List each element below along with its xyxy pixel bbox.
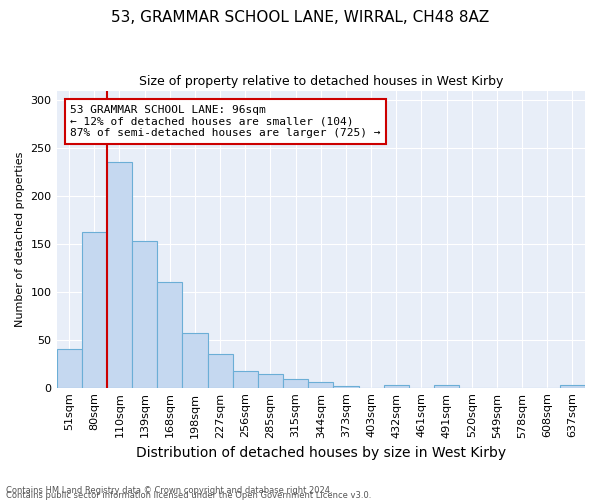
Bar <box>383 385 409 388</box>
Bar <box>107 162 132 388</box>
Bar <box>56 350 82 388</box>
Bar <box>182 333 208 388</box>
Text: 53, GRAMMAR SCHOOL LANE, WIRRAL, CH48 8AZ: 53, GRAMMAR SCHOOL LANE, WIRRAL, CH48 8A… <box>111 10 489 25</box>
Bar <box>434 385 459 388</box>
Bar <box>283 379 308 388</box>
Bar <box>308 382 334 388</box>
X-axis label: Distribution of detached houses by size in West Kirby: Distribution of detached houses by size … <box>136 446 506 460</box>
Title: Size of property relative to detached houses in West Kirby: Size of property relative to detached ho… <box>139 75 503 88</box>
Bar <box>560 385 585 388</box>
Bar <box>208 354 233 388</box>
Y-axis label: Number of detached properties: Number of detached properties <box>15 152 25 327</box>
Text: Contains public sector information licensed under the Open Government Licence v3: Contains public sector information licen… <box>6 491 371 500</box>
Text: 53 GRAMMAR SCHOOL LANE: 96sqm
← 12% of detached houses are smaller (104)
87% of : 53 GRAMMAR SCHOOL LANE: 96sqm ← 12% of d… <box>70 105 381 138</box>
Bar <box>82 232 107 388</box>
Bar <box>334 386 359 388</box>
Bar <box>157 282 182 388</box>
Bar <box>258 374 283 388</box>
Bar <box>233 372 258 388</box>
Text: Contains HM Land Registry data © Crown copyright and database right 2024.: Contains HM Land Registry data © Crown c… <box>6 486 332 495</box>
Bar <box>132 241 157 388</box>
